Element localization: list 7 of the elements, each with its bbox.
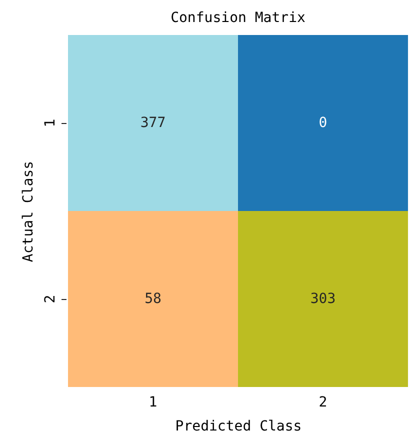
data-label: 303 [310,291,336,307]
data-label: 0 [318,115,328,131]
data-label: 377 [140,115,166,131]
y-axis-title: Actual Class [20,160,36,262]
data-label: 58 [144,291,162,307]
text: Confusion Matrix [170,10,306,26]
x-axis-title: Predicted Class [175,418,302,434]
